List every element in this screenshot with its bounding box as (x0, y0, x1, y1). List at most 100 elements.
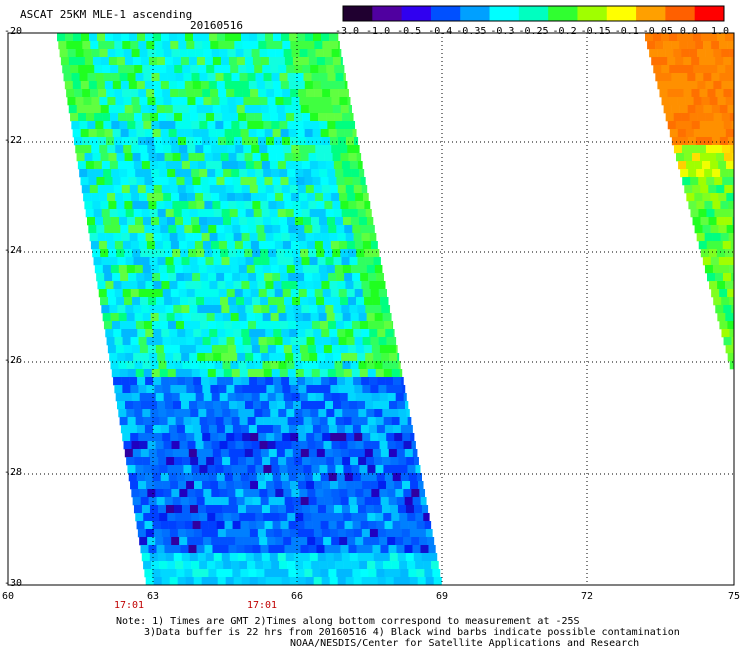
swath-cell (687, 73, 696, 82)
swath-cell (267, 393, 276, 402)
colorbar-segment (548, 6, 578, 21)
swath-cell (210, 337, 219, 346)
swath-cell (255, 369, 265, 378)
swath-cell (673, 145, 683, 154)
swath-cell (328, 273, 337, 282)
swath-cell (183, 465, 192, 474)
swath-cell (192, 177, 201, 186)
colorbar-tick-label: -0.1 (614, 26, 639, 37)
swath-cell (191, 513, 200, 522)
swath-cell (121, 377, 130, 386)
swath-cell (331, 537, 340, 546)
swath-cell (95, 217, 104, 226)
swath-cell (343, 465, 352, 474)
swath-cell (238, 113, 247, 122)
swath-cell (347, 193, 356, 202)
swath-cell (181, 353, 190, 362)
swath-cell (205, 161, 215, 170)
swath-cell (671, 105, 680, 114)
swath-cell (710, 225, 719, 234)
swath-cell (278, 65, 287, 74)
swath-cell (198, 457, 207, 466)
longitude-label: 66 (291, 591, 304, 602)
swath-cell (166, 113, 175, 122)
swath-cell (111, 321, 121, 330)
swath-cell (365, 257, 374, 266)
swath-cell (315, 393, 324, 402)
swath-cell (372, 449, 382, 458)
swath-cell (395, 537, 404, 546)
swath-cell (200, 569, 209, 578)
swath-cell (701, 33, 710, 42)
swath-cell (322, 433, 331, 442)
swath-cell (410, 481, 419, 490)
swath-cell (309, 553, 319, 562)
swath-cell (135, 121, 144, 130)
swath-cell (317, 209, 326, 218)
swath-cell (357, 305, 366, 314)
swath-cell (163, 193, 172, 202)
swath-cell (718, 161, 727, 170)
swath-cell (327, 561, 336, 570)
swath-cell (400, 425, 410, 434)
swath-cell (720, 169, 729, 178)
swath-cell (279, 513, 288, 522)
swath-cell (151, 513, 160, 522)
swath-cell (92, 153, 101, 162)
swath-cell (172, 57, 182, 66)
swath-cell (275, 145, 284, 154)
swath-cell (78, 113, 87, 122)
swath-cell (295, 121, 304, 130)
swath-cell (719, 73, 728, 82)
swath-cell (123, 193, 132, 202)
swath-cell (179, 49, 188, 58)
swath-cell (239, 417, 248, 426)
swath-cell (265, 137, 275, 146)
swath-cell (407, 513, 416, 522)
swath-cell (219, 489, 228, 498)
swath-cell (731, 89, 735, 98)
swath-cell (314, 337, 323, 346)
swath-cell (366, 409, 375, 418)
swath-cell (180, 249, 189, 258)
swath-cell (249, 33, 258, 42)
swath-cell (365, 353, 374, 362)
swath-cell (314, 89, 323, 98)
swath-cell (124, 449, 134, 458)
swath-cell (731, 305, 735, 314)
swath-cell (319, 73, 328, 82)
swath-cell (683, 121, 693, 130)
swath-cell (163, 345, 173, 354)
swath-cell (416, 473, 422, 482)
swath-cell (675, 57, 684, 66)
swath-cell (162, 481, 171, 490)
swath-cell (180, 497, 189, 506)
swath-cell (167, 121, 176, 130)
swath-cell (283, 145, 292, 154)
swath-cell (352, 521, 361, 530)
swath-cell (673, 49, 682, 58)
swath-cell (175, 121, 184, 130)
swath-cell (279, 169, 288, 178)
swath-cell (225, 137, 235, 146)
swath-cell (136, 425, 146, 434)
swath-cell (290, 385, 299, 394)
swath-cell (685, 97, 694, 106)
swath-cell (364, 497, 373, 506)
swath-cell (208, 273, 217, 282)
swath-cell (175, 73, 184, 82)
swath-cell (385, 577, 394, 586)
swath-cell (208, 225, 217, 234)
swath-cell (175, 169, 184, 178)
swath-cell (263, 513, 272, 522)
swath-cell (140, 497, 149, 506)
swath-cell (270, 113, 279, 122)
swath-cell (142, 361, 151, 370)
swath-cell (330, 89, 339, 98)
swath-cell (193, 329, 202, 338)
swath-cell (210, 241, 220, 250)
swath-cell (333, 209, 342, 218)
swath-cell (729, 49, 735, 58)
latitude-label: -20 (4, 26, 23, 37)
swath-cell (149, 553, 159, 562)
